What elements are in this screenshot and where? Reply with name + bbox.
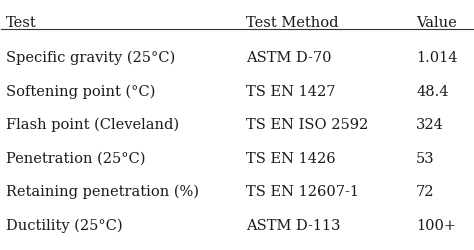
- Text: Ductility (25°C): Ductility (25°C): [6, 218, 123, 232]
- Text: Flash point (Cleveland): Flash point (Cleveland): [6, 118, 179, 132]
- Text: TS EN 1426: TS EN 1426: [246, 151, 336, 165]
- Text: Test Method: Test Method: [246, 16, 339, 30]
- Text: 324: 324: [416, 118, 444, 132]
- Text: TS EN 12607-1: TS EN 12607-1: [246, 184, 359, 198]
- Text: Value: Value: [416, 16, 457, 30]
- Text: Specific gravity (25°C): Specific gravity (25°C): [6, 51, 175, 65]
- Text: 100+: 100+: [416, 218, 456, 232]
- Text: 72: 72: [416, 184, 435, 198]
- Text: Softening point (°C): Softening point (°C): [6, 84, 155, 98]
- Text: Penetration (25°C): Penetration (25°C): [6, 151, 146, 165]
- Text: ASTM D-70: ASTM D-70: [246, 51, 332, 65]
- Text: ASTM D-113: ASTM D-113: [246, 218, 341, 232]
- Text: Test: Test: [6, 16, 37, 30]
- Text: Retaining penetration (%): Retaining penetration (%): [6, 184, 199, 199]
- Text: 53: 53: [416, 151, 435, 165]
- Text: TS EN 1427: TS EN 1427: [246, 84, 336, 98]
- Text: 1.014: 1.014: [416, 51, 457, 65]
- Text: 48.4: 48.4: [416, 84, 448, 98]
- Text: TS EN ISO 2592: TS EN ISO 2592: [246, 118, 369, 132]
